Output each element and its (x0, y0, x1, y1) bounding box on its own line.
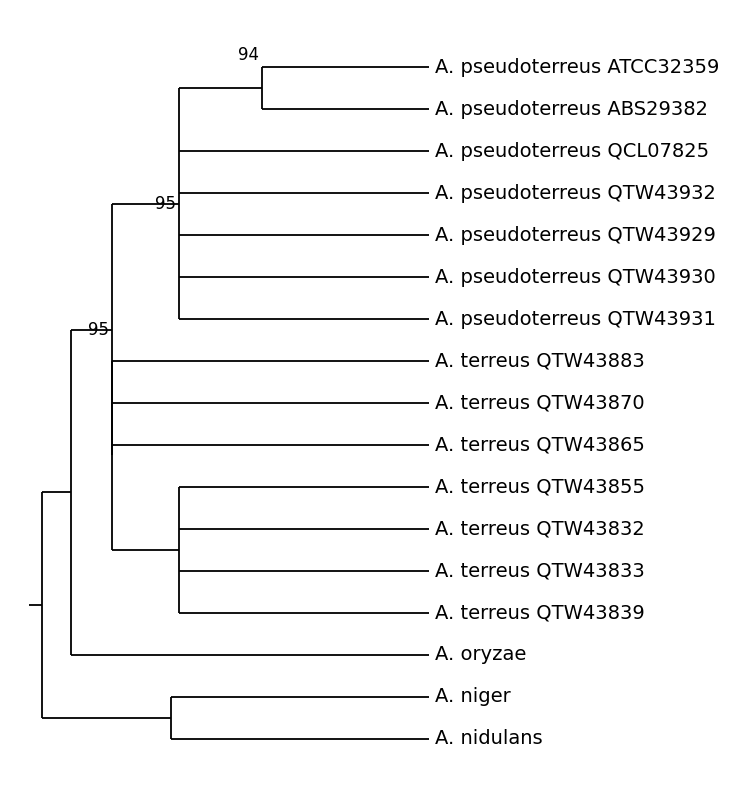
Text: A. pseudoterreus QTW43932: A. pseudoterreus QTW43932 (435, 184, 716, 203)
Text: A. pseudoterreus QTW43930: A. pseudoterreus QTW43930 (435, 268, 716, 287)
Text: A. terreus QTW43855: A. terreus QTW43855 (435, 477, 646, 496)
Text: 95: 95 (155, 195, 176, 213)
Text: A. pseudoterreus ATCC32359: A. pseudoterreus ATCC32359 (435, 57, 720, 77)
Text: A. terreus QTW43839: A. terreus QTW43839 (435, 604, 645, 623)
Text: A. pseudoterreus QCL07825: A. pseudoterreus QCL07825 (435, 141, 709, 161)
Text: A. niger: A. niger (435, 688, 511, 706)
Text: A. nidulans: A. nidulans (435, 729, 543, 748)
Text: A. pseudoterreus ABS29382: A. pseudoterreus ABS29382 (435, 100, 709, 119)
Text: A. terreus QTW43883: A. terreus QTW43883 (435, 352, 645, 371)
Text: A. oryzae: A. oryzae (435, 645, 527, 664)
Text: A. pseudoterreus QTW43931: A. pseudoterreus QTW43931 (435, 309, 716, 329)
Text: A. terreus QTW43832: A. terreus QTW43832 (435, 520, 645, 539)
Text: A. terreus QTW43833: A. terreus QTW43833 (435, 561, 645, 580)
Text: A. pseudoterreus QTW43929: A. pseudoterreus QTW43929 (435, 225, 716, 245)
Text: 95: 95 (88, 320, 109, 338)
Text: 94: 94 (238, 46, 259, 64)
Text: A. terreus QTW43870: A. terreus QTW43870 (435, 393, 645, 412)
Text: A. terreus QTW43865: A. terreus QTW43865 (435, 436, 645, 455)
